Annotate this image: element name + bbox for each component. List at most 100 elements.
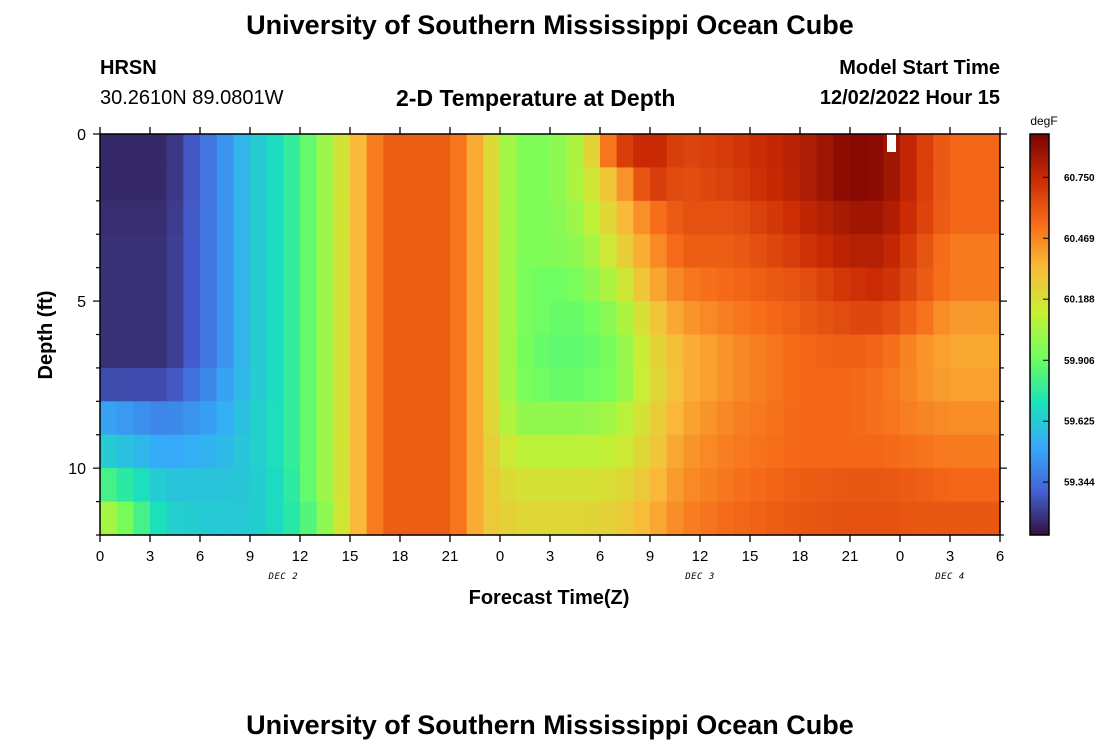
heatmap-cell: [916, 468, 934, 503]
heatmap-cell: [300, 468, 318, 503]
heatmap-cell: [483, 434, 501, 469]
heatmap-cell: [950, 167, 968, 202]
heatmap-cell: [116, 367, 134, 402]
heatmap-cell: [183, 334, 201, 369]
colorbar-tick-label: 59.344: [1064, 478, 1095, 489]
heatmap-cell: [333, 334, 351, 369]
heatmap-cell: [433, 434, 451, 469]
heatmap-cell: [416, 401, 434, 436]
heatmap-cell: [533, 200, 551, 235]
heatmap-cell: [833, 167, 851, 202]
heatmap-cell: [583, 334, 601, 369]
heatmap-cell: [616, 434, 634, 469]
heatmap-cell: [800, 234, 818, 269]
heatmap-cell: [316, 334, 334, 369]
heatmap-cell: [683, 267, 701, 302]
heatmap-cell: [716, 134, 734, 169]
heatmap-cell: [633, 468, 651, 503]
heatmap-cell: [766, 367, 784, 402]
heatmap-cell: [666, 434, 684, 469]
heatmap-cell: [233, 468, 251, 503]
heatmap-cell: [983, 167, 1001, 202]
heatmap-cell: [566, 234, 584, 269]
heatmap-cell: [600, 267, 618, 302]
heatmap-cell: [166, 501, 184, 536]
heatmap-cell: [483, 501, 501, 536]
x-axis: 0 3 6 9 12 15 18 21 0 3 6 9 12 15 18 21 0 3 6 DEC 2 DEC 3 DEC…: [96, 127, 1004, 582]
heatmap-cell: [133, 401, 151, 436]
heatmap-cell: [666, 501, 684, 536]
heatmap-cell: [300, 334, 318, 369]
heatmap-cell: [150, 267, 168, 302]
x-tick-label: 12: [292, 548, 309, 565]
heatmap-cell: [833, 267, 851, 302]
date-label: DEC 2: [268, 572, 299, 582]
heatmap-cell: [283, 468, 301, 503]
heatmap-cell: [983, 334, 1001, 369]
heatmap-cell: [150, 501, 168, 536]
heatmap-cell: [216, 200, 234, 235]
heatmap-cell: [100, 367, 118, 402]
heatmap-cell: [916, 501, 934, 536]
heatmap-cell: [283, 367, 301, 402]
heatmap-cell: [766, 334, 784, 369]
heatmap-cell: [733, 234, 751, 269]
heatmap-cell: [850, 234, 868, 269]
heatmap-cell: [200, 234, 218, 269]
heatmap-cell: [366, 167, 384, 202]
heatmap-cell: [633, 267, 651, 302]
heatmap-cell: [433, 401, 451, 436]
heatmap-cell: [416, 134, 434, 169]
heatmap-cell: [550, 267, 568, 302]
heatmap-cell: [416, 200, 434, 235]
heatmap-cell: [883, 501, 901, 536]
heatmap-cell: [516, 134, 534, 169]
heatmap-cell: [550, 200, 568, 235]
heatmap-cell: [316, 167, 334, 202]
heatmap-cell: [333, 200, 351, 235]
heatmap-cell: [100, 501, 118, 536]
heatmap-missing-cell: [887, 134, 896, 152]
heatmap-cell: [200, 501, 218, 536]
heatmap-cell: [900, 267, 918, 302]
heatmap-cell: [150, 167, 168, 202]
model-start-label: Model Start Time: [839, 57, 1000, 79]
heatmap-cell: [966, 434, 984, 469]
heatmap-cell: [183, 234, 201, 269]
heatmap-cell: [933, 301, 951, 336]
heatmap-cell: [533, 234, 551, 269]
x-tick-label: 6: [196, 548, 204, 565]
heatmap-cell: [116, 401, 134, 436]
heatmap-cell: [666, 134, 684, 169]
heatmap-cell: [150, 134, 168, 169]
heatmap-cell: [966, 367, 984, 402]
y-tick-label: 10: [68, 461, 86, 478]
heatmap-cell: [733, 401, 751, 436]
heatmap-cell: [600, 468, 618, 503]
heatmap-cell: [683, 434, 701, 469]
heatmap-cell: [666, 401, 684, 436]
heatmap-cell: [816, 367, 834, 402]
heatmap-cell: [833, 434, 851, 469]
heatmap-cell: [350, 401, 368, 436]
heatmap-cell: [600, 200, 618, 235]
heatmap-cell: [916, 234, 934, 269]
heatmap-cell: [216, 301, 234, 336]
heatmap-cell: [100, 167, 118, 202]
x-tick-label: 18: [792, 548, 809, 565]
heatmap-cell: [566, 334, 584, 369]
temperature-depth-chart: 0 3 6 9 12 15 18 21 0 3 6 9 12 15 18 21 0 3 6 DEC 2 DEC 3 DEC…: [35, 114, 1095, 609]
heatmap-cell: [900, 468, 918, 503]
heatmap-cell: [966, 301, 984, 336]
heatmap-cell: [533, 367, 551, 402]
heatmap-cell: [933, 267, 951, 302]
heatmap-cell: [633, 301, 651, 336]
heatmap-cell: [350, 301, 368, 336]
heatmap-cell: [233, 267, 251, 302]
heatmap-cell: [300, 401, 318, 436]
heatmap-cell: [316, 134, 334, 169]
heatmap-cell: [983, 267, 1001, 302]
heatmap-cell: [700, 167, 718, 202]
heatmap-cell: [333, 134, 351, 169]
heatmap-cell: [350, 367, 368, 402]
